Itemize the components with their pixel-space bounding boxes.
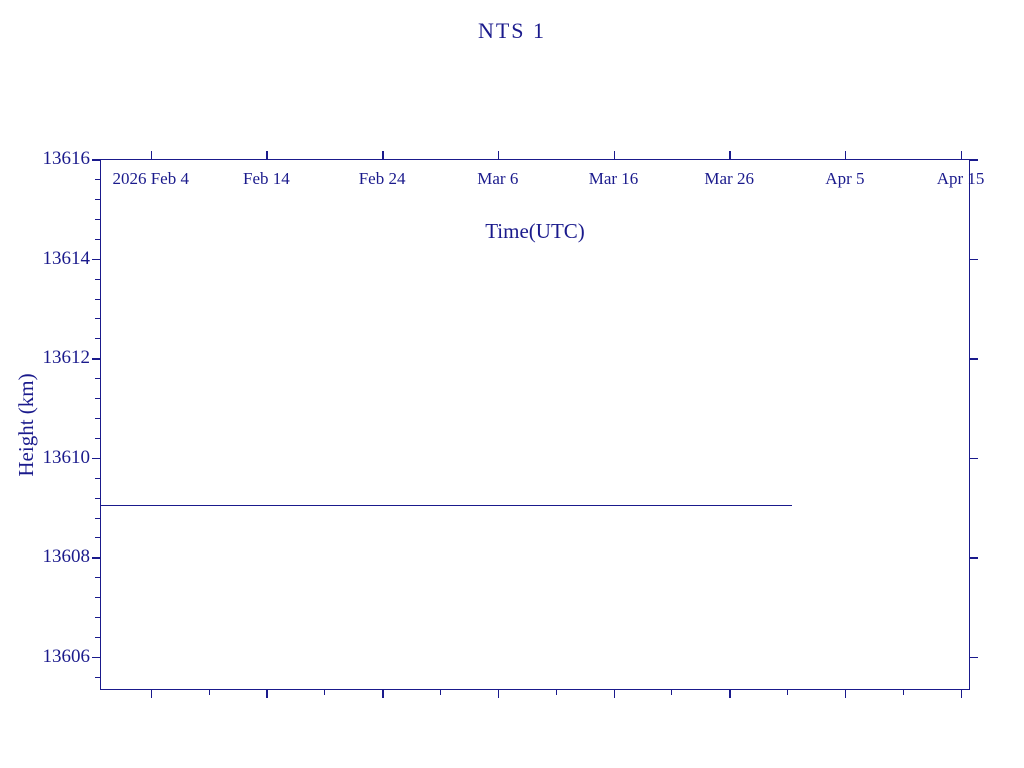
- x-axis-title: Time(UTC): [485, 219, 585, 244]
- y-tick-13606-right[interactable]: [970, 657, 978, 659]
- x-minor-tick[interactable]: [671, 690, 672, 695]
- x-tick-mar6[interactable]: [498, 690, 500, 698]
- x-tick-2026feb4-top[interactable]: [151, 151, 153, 159]
- x-tick-mar16[interactable]: [614, 690, 616, 698]
- chart-title: NTS 1: [0, 18, 1024, 44]
- x-label-mar16: Mar 16: [589, 169, 639, 189]
- y-label-13608: 13608: [30, 546, 90, 568]
- x-label-feb14: Feb 14: [243, 169, 290, 189]
- y-tick-13610[interactable]: [92, 458, 100, 460]
- x-tick-mar6-top[interactable]: [498, 151, 500, 159]
- y-minor-tick[interactable]: [95, 677, 100, 678]
- x-minor-tick[interactable]: [324, 690, 325, 695]
- x-minor-tick[interactable]: [556, 690, 557, 695]
- y-label-13606: 13606: [30, 646, 90, 668]
- plot-area: 13616 13614 13612 13610 13608 13606: [100, 159, 970, 690]
- y-tick-13608[interactable]: [92, 557, 100, 559]
- y-minor-tick[interactable]: [95, 378, 100, 379]
- x-tick-mar26[interactable]: [729, 690, 731, 698]
- x-tick-apr15-top[interactable]: [961, 151, 963, 159]
- x-minor-tick[interactable]: [787, 690, 788, 695]
- x-label-apr5: Apr 5: [825, 169, 864, 189]
- x-label-2026feb4: 2026 Feb 4: [112, 169, 189, 189]
- y-tick-13616[interactable]: [92, 159, 100, 161]
- x-tick-feb24-top[interactable]: [382, 151, 384, 159]
- y-minor-tick[interactable]: [95, 478, 100, 479]
- x-tick-feb24[interactable]: [382, 690, 384, 698]
- y-minor-tick[interactable]: [95, 537, 100, 538]
- x-tick-apr15[interactable]: [961, 690, 963, 698]
- y-minor-tick[interactable]: [95, 577, 100, 578]
- y-minor-tick[interactable]: [95, 239, 100, 240]
- y-label-13614: 13614: [30, 248, 90, 270]
- y-minor-tick[interactable]: [95, 398, 100, 399]
- x-label-mar26: Mar 26: [704, 169, 754, 189]
- x-label-mar6: Mar 6: [477, 169, 518, 189]
- y-minor-tick[interactable]: [95, 637, 100, 638]
- y-minor-tick[interactable]: [95, 617, 100, 618]
- x-tick-mar26-top[interactable]: [729, 151, 731, 159]
- x-minor-tick[interactable]: [903, 690, 904, 695]
- y-minor-tick[interactable]: [95, 438, 100, 439]
- y-minor-tick[interactable]: [95, 418, 100, 419]
- x-tick-apr5-top[interactable]: [845, 151, 847, 159]
- x-minor-tick[interactable]: [209, 690, 210, 695]
- y-label-13616: 13616: [30, 148, 90, 170]
- y-minor-tick[interactable]: [95, 179, 100, 180]
- y-minor-tick[interactable]: [95, 219, 100, 220]
- x-tick-2026feb4[interactable]: [151, 690, 153, 698]
- y-tick-13616-right[interactable]: [970, 159, 978, 161]
- y-tick-13606[interactable]: [92, 657, 100, 659]
- y-tick-13612[interactable]: [92, 358, 100, 360]
- y-minor-tick[interactable]: [95, 279, 100, 280]
- x-tick-feb14-top[interactable]: [266, 151, 268, 159]
- x-label-apr15: Apr 15: [937, 169, 985, 189]
- chart-page: { "title": "NTS 1", "axes": { "x_axis_la…: [0, 0, 1024, 768]
- x-tick-feb14[interactable]: [266, 690, 268, 698]
- y-tick-13612-right[interactable]: [970, 358, 978, 360]
- y-minor-tick[interactable]: [95, 318, 100, 319]
- x-tick-apr5[interactable]: [845, 690, 847, 698]
- y-tick-13614-right[interactable]: [970, 259, 978, 261]
- height-data-line[interactable]: [100, 505, 792, 506]
- y-minor-tick[interactable]: [95, 299, 100, 300]
- y-tick-13614[interactable]: [92, 259, 100, 261]
- y-axis-title: Height (km): [14, 373, 39, 476]
- y-tick-13610-right[interactable]: [970, 458, 978, 460]
- y-minor-tick[interactable]: [95, 518, 100, 519]
- y-tick-13608-right[interactable]: [970, 557, 978, 559]
- x-minor-tick[interactable]: [440, 690, 441, 695]
- x-label-feb24: Feb 24: [359, 169, 406, 189]
- y-label-13612: 13612: [30, 347, 90, 369]
- y-minor-tick[interactable]: [95, 199, 100, 200]
- y-minor-tick[interactable]: [95, 338, 100, 339]
- y-minor-tick[interactable]: [95, 498, 100, 499]
- x-tick-mar16-top[interactable]: [614, 151, 616, 159]
- y-minor-tick[interactable]: [95, 597, 100, 598]
